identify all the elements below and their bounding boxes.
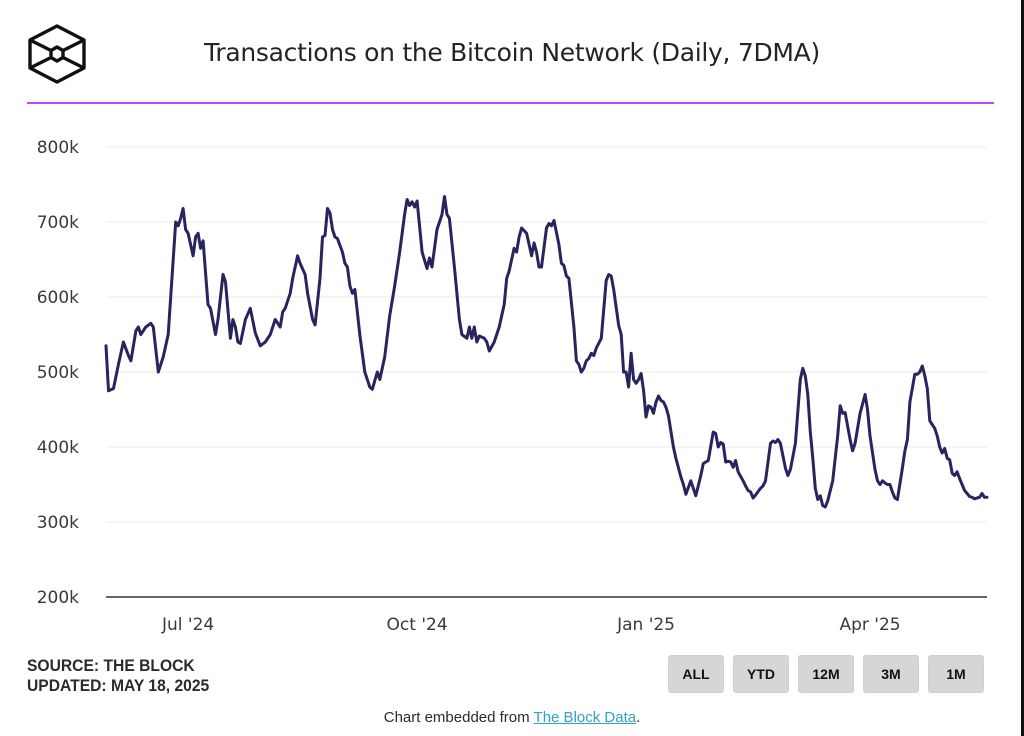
window-edge bbox=[1021, 0, 1024, 736]
y-tick-label: 800k bbox=[37, 138, 79, 158]
y-tick-label: 300k bbox=[37, 513, 79, 533]
the-block-logo-icon bbox=[28, 24, 86, 84]
embed-prefix: Chart embedded from bbox=[383, 709, 534, 726]
x-axis-tick-labels: Jul '24 Oct '24 Jan '25 Apr '25 bbox=[161, 615, 901, 635]
y-axis-tick-labels: 200k 300k 400k 500k 600k 700k 800k bbox=[37, 138, 79, 608]
x-tick-label: Apr '25 bbox=[839, 615, 900, 635]
y-tick-label: 600k bbox=[37, 288, 79, 308]
y-tick-label: 200k bbox=[37, 588, 79, 608]
x-tick-label: Jul '24 bbox=[161, 615, 214, 635]
y-tick-label: 700k bbox=[37, 213, 79, 233]
chart-title: Transactions on the Bitcoin Network (Dai… bbox=[204, 38, 820, 67]
range-button-3m[interactable]: 3M bbox=[863, 655, 919, 693]
range-button-1m[interactable]: 1M bbox=[928, 655, 984, 693]
embed-note: Chart embedded from The Block Data. bbox=[0, 709, 1024, 726]
range-button-ytd[interactable]: YTD bbox=[733, 655, 789, 693]
range-button-12m[interactable]: 12M bbox=[798, 655, 854, 693]
grid-layer bbox=[106, 146, 987, 598]
title-divider bbox=[27, 102, 994, 104]
range-button-all[interactable]: ALL bbox=[668, 655, 724, 693]
source-label: SOURCE: THE BLOCK bbox=[27, 656, 195, 675]
line-chart: 200k 300k 400k 500k 600k 700k 800k Jul '24 Oct … bbox=[37, 138, 989, 635]
x-tick-label: Jan '25 bbox=[616, 615, 675, 635]
y-tick-label: 500k bbox=[37, 363, 79, 383]
updated-label: UPDATED: MAY 18, 2025 bbox=[27, 676, 210, 695]
source-block: SOURCE: THE BLOCK UPDATED: MAY 18, 2025 bbox=[27, 656, 209, 696]
series-line bbox=[104, 195, 989, 509]
the-block-data-link[interactable]: The Block Data bbox=[533, 709, 637, 726]
x-tick-label: Oct '24 bbox=[387, 615, 448, 635]
embed-suffix: . bbox=[636, 709, 641, 726]
series-layer bbox=[104, 195, 989, 509]
range-selector: ALL YTD 12M 3M 1M bbox=[668, 655, 984, 693]
y-tick-label: 400k bbox=[37, 438, 79, 458]
